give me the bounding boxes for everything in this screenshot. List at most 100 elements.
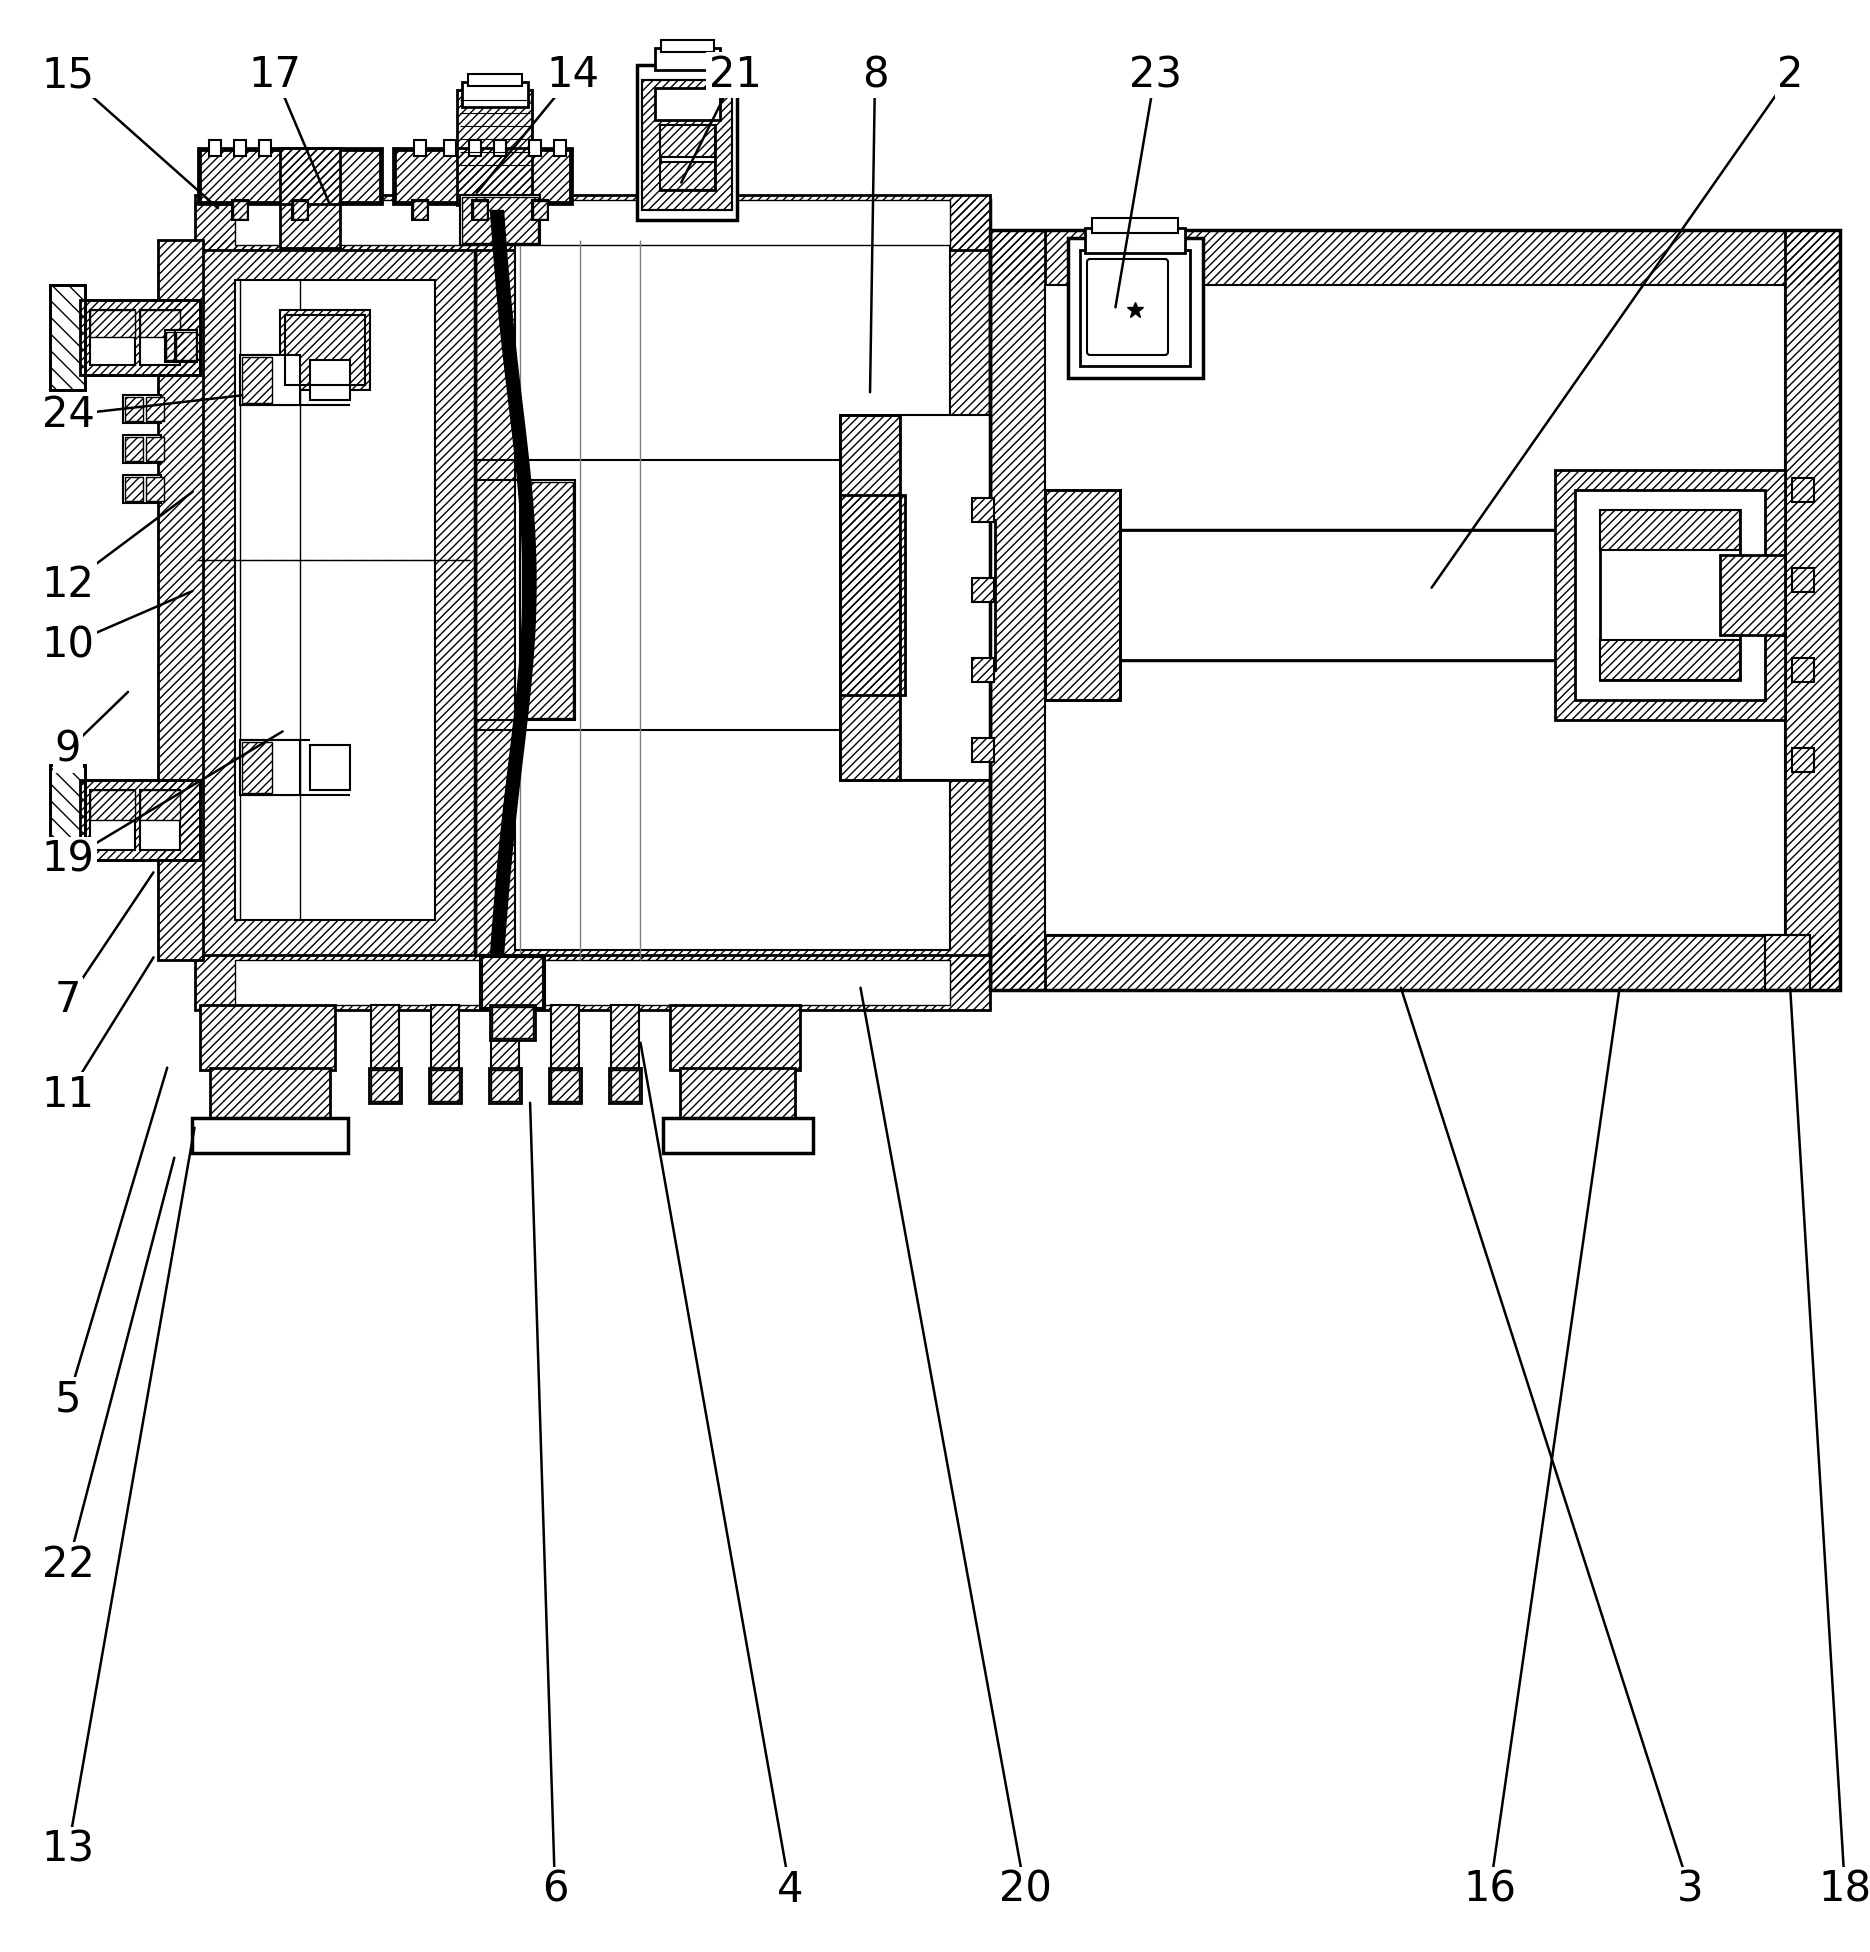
Text: 23: 23 xyxy=(1128,55,1182,96)
Bar xyxy=(989,230,1840,990)
Bar xyxy=(972,578,995,601)
Bar xyxy=(972,738,995,761)
Text: 24: 24 xyxy=(41,394,95,435)
Bar xyxy=(236,960,950,1005)
Bar xyxy=(669,1005,800,1070)
Bar xyxy=(123,474,161,504)
Bar xyxy=(610,1068,641,1103)
Bar xyxy=(468,74,522,86)
Bar xyxy=(471,199,488,221)
Text: 19: 19 xyxy=(41,839,95,880)
Bar xyxy=(660,162,714,189)
Bar xyxy=(1045,285,1786,935)
Bar xyxy=(125,437,142,461)
Bar xyxy=(494,141,507,156)
Text: 5: 5 xyxy=(54,1378,80,1421)
Bar xyxy=(1720,554,1786,634)
Bar xyxy=(80,781,200,861)
Text: 3: 3 xyxy=(1677,1868,1704,1911)
Text: 21: 21 xyxy=(709,55,761,96)
Bar xyxy=(488,1068,522,1103)
Bar xyxy=(475,199,989,990)
Bar xyxy=(194,195,989,250)
Bar xyxy=(1791,748,1814,771)
Bar xyxy=(481,955,544,1009)
Bar xyxy=(50,285,84,390)
Bar xyxy=(611,1070,640,1101)
Bar xyxy=(972,658,995,681)
Bar xyxy=(194,240,475,960)
Text: 13: 13 xyxy=(41,1829,95,1872)
Bar xyxy=(280,310,370,390)
Bar xyxy=(529,141,540,156)
Bar xyxy=(234,201,247,219)
Bar xyxy=(514,240,950,951)
Bar xyxy=(234,141,247,156)
Bar xyxy=(641,80,731,211)
Bar xyxy=(989,230,1045,990)
Bar xyxy=(533,201,548,219)
Bar xyxy=(280,310,370,390)
Bar xyxy=(681,1068,795,1122)
Bar xyxy=(146,396,165,422)
Bar xyxy=(146,437,165,461)
Bar xyxy=(80,781,200,861)
Bar xyxy=(469,141,481,156)
Bar xyxy=(972,658,995,681)
Bar xyxy=(1601,509,1739,550)
Bar xyxy=(125,476,142,502)
Text: 17: 17 xyxy=(249,55,301,96)
Bar xyxy=(140,310,180,338)
Bar xyxy=(490,1005,535,1040)
Text: 22: 22 xyxy=(41,1544,94,1585)
Bar xyxy=(660,125,714,156)
Bar xyxy=(1791,568,1814,591)
Bar xyxy=(1791,478,1814,502)
Bar xyxy=(641,80,731,211)
Bar xyxy=(492,1007,533,1038)
Bar xyxy=(531,199,548,221)
Bar xyxy=(166,332,185,359)
Bar xyxy=(522,482,572,718)
Bar xyxy=(972,738,995,761)
Bar xyxy=(90,791,135,820)
Text: 20: 20 xyxy=(999,1868,1051,1911)
Bar xyxy=(241,357,271,402)
Bar xyxy=(370,1070,398,1101)
Text: 18: 18 xyxy=(1818,1868,1870,1911)
Bar xyxy=(473,201,486,219)
Bar xyxy=(638,64,737,221)
Bar xyxy=(176,332,196,359)
Bar xyxy=(1092,219,1178,232)
Bar xyxy=(140,310,180,338)
Bar xyxy=(90,310,135,365)
Bar xyxy=(370,1070,398,1101)
Bar xyxy=(176,330,196,361)
Bar xyxy=(430,1070,458,1101)
Bar xyxy=(1556,470,1786,720)
Bar xyxy=(492,1070,520,1101)
Bar xyxy=(840,496,905,695)
Bar xyxy=(294,201,307,219)
Bar xyxy=(310,359,350,400)
Bar xyxy=(123,435,161,463)
Bar xyxy=(370,1005,398,1070)
Bar xyxy=(641,80,731,211)
Bar xyxy=(294,201,307,219)
Bar xyxy=(552,1005,580,1070)
Bar xyxy=(522,482,572,718)
Bar xyxy=(430,1005,458,1070)
Bar xyxy=(681,1068,795,1122)
Bar xyxy=(1601,509,1739,550)
Bar xyxy=(492,1070,520,1101)
Bar xyxy=(660,162,714,189)
Bar xyxy=(209,141,221,156)
Bar xyxy=(50,285,84,390)
Bar xyxy=(370,1005,398,1070)
Bar xyxy=(611,1005,640,1070)
Bar xyxy=(209,1068,329,1122)
Text: 2: 2 xyxy=(1776,55,1803,96)
Bar xyxy=(428,1068,462,1103)
Bar xyxy=(1575,490,1765,701)
Bar xyxy=(90,791,135,849)
